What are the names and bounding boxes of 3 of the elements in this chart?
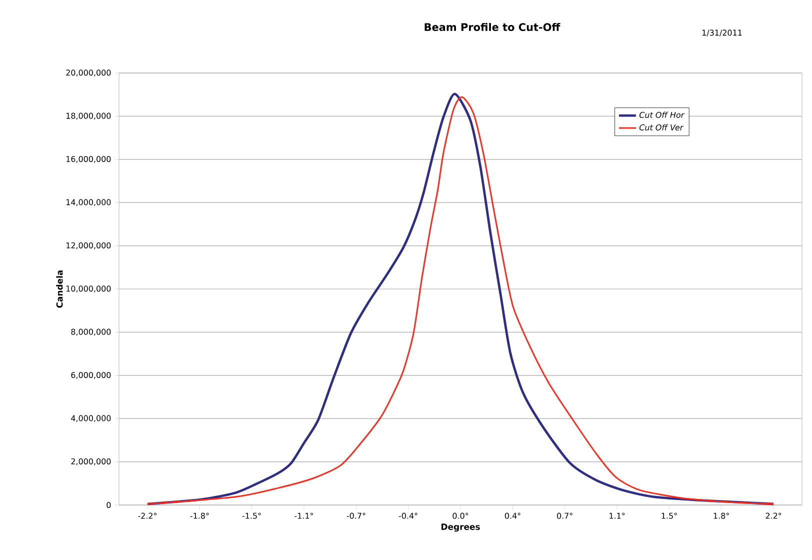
y-axis-title: Candela [56,270,63,308]
chart-title: Beam Profile to Cut-Off [424,22,560,32]
x-axis-title: Degrees [442,524,480,532]
